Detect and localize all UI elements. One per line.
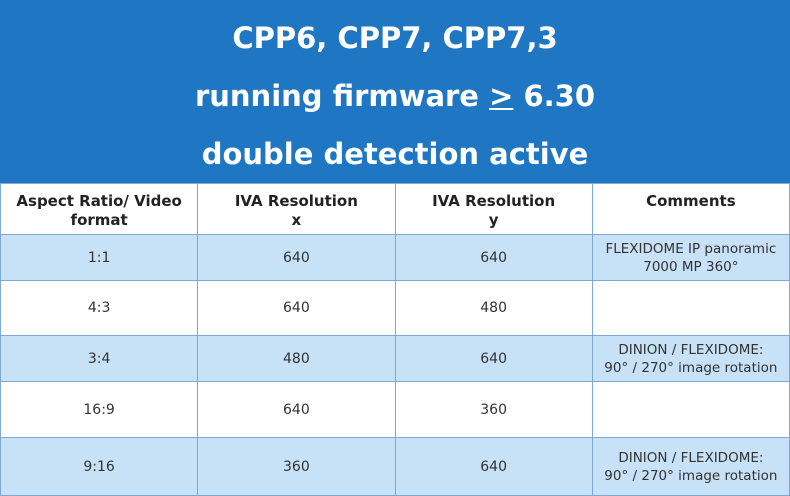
resolution-table: Aspect Ratio/ Video format IVA Resolution…: [0, 183, 790, 496]
cell-y: 640: [394, 335, 593, 382]
cell-x: 640: [197, 280, 396, 336]
greater-equal-symbol: >: [489, 79, 514, 113]
title-banner: CPP6, CPP7, CPP7,3 running firmware > 6.…: [0, 0, 790, 183]
cell-x: 360: [197, 437, 396, 496]
table-row: 16:9 640 360: [0, 381, 790, 438]
cell-comment: FLEXIDOME IP panoramic 7000 MP 360°: [591, 234, 790, 281]
cell-ratio: 9:16: [0, 437, 199, 496]
cell-y: 640: [394, 234, 593, 281]
table-header-row: Aspect Ratio/ Video format IVA Resolution…: [0, 183, 790, 235]
cell-y: 480: [394, 280, 593, 336]
title-line-2-version: 6.30: [513, 79, 596, 113]
header-resolution-x: IVA Resolution x: [197, 183, 396, 235]
title-line-2-text: running firmware: [194, 79, 490, 113]
title-line-3: double detection active: [201, 137, 589, 171]
cell-ratio: 16:9: [0, 381, 199, 438]
title-line-1: CPP6, CPP7, CPP7,3: [232, 21, 558, 55]
cell-x: 640: [197, 234, 396, 281]
header-aspect-ratio: Aspect Ratio/ Video format: [0, 183, 199, 235]
cell-ratio: 3:4: [0, 335, 199, 382]
cell-comment: [591, 381, 790, 438]
cell-x: 480: [197, 335, 396, 382]
cell-ratio: 4:3: [0, 280, 199, 336]
table-row: 1:1 640 640 FLEXIDOME IP panoramic 7000 M…: [0, 234, 790, 281]
cell-ratio: 1:1: [0, 234, 199, 281]
title-line-2: running firmware > 6.30: [0, 74, 790, 132]
cell-x: 640: [197, 381, 396, 438]
header-resolution-y: IVA Resolution y: [394, 183, 593, 235]
table-row: 9:16 360 640 DINION / FLEXIDOME: 90° / 27…: [0, 437, 790, 496]
header-comments: Comments: [591, 183, 790, 235]
cell-comment: DINION / FLEXIDOME: 90° / 270° image rota…: [591, 437, 790, 496]
cell-y: 640: [394, 437, 593, 496]
cell-y: 360: [394, 381, 593, 438]
table-row: 4:3 640 480: [0, 280, 790, 336]
cell-comment: [591, 280, 790, 336]
table-row: 3:4 480 640 DINION / FLEXIDOME: 90° / 270…: [0, 335, 790, 382]
cell-comment: DINION / FLEXIDOME: 90° / 270° image rota…: [591, 335, 790, 382]
